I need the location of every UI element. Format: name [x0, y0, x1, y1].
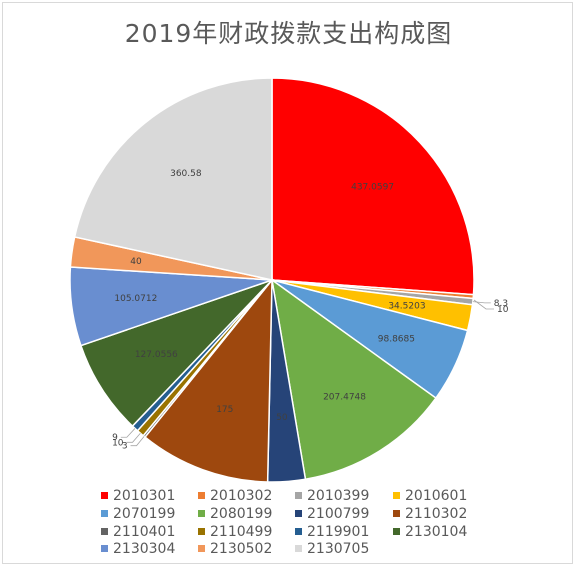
legend-item-2110499: 2110499 [198, 524, 272, 540]
legend-item-2100799: 2100799 [295, 506, 369, 522]
legend-label: 2119901 [307, 524, 369, 540]
leader-line-2010399 [472, 301, 491, 304]
legend-label: 2130502 [210, 541, 272, 557]
data-label-2130705: 360.58 [170, 169, 202, 179]
legend-label: 2010302 [210, 488, 272, 504]
legend-item-2130304: 2130304 [101, 541, 175, 557]
data-label-2110302: 175 [216, 405, 233, 415]
legend-item-2010302: 2010302 [198, 488, 272, 504]
data-label-2110401: 3 [122, 442, 128, 452]
leader-line-2119901 [120, 428, 136, 438]
legend-item-2010301: 2010301 [101, 488, 175, 504]
legend-swatch [295, 545, 302, 552]
legend-item-2110302: 2110302 [393, 506, 467, 522]
legend-swatch [101, 545, 108, 552]
pie-slice-2010301 [271, 77, 475, 296]
leader-line-2110401 [130, 436, 145, 447]
legend-label: 2070199 [113, 506, 175, 522]
legend-swatch [101, 528, 108, 535]
legend-label: 2110302 [405, 506, 467, 522]
legend-label: 2010301 [113, 488, 175, 504]
legend-swatch [295, 492, 302, 499]
legend-label: 2010601 [405, 488, 467, 504]
legend-swatch [295, 510, 302, 517]
legend-item-2130705: 2130705 [295, 541, 369, 557]
legend-item-2110401: 2110401 [101, 524, 175, 540]
legend-item-2010601: 2010601 [393, 488, 467, 504]
legend-label: 2110401 [113, 524, 175, 540]
data-label-2130104: 127.0556 [135, 350, 178, 360]
legend-swatch [393, 528, 400, 535]
data-label-2130304: 105.0712 [114, 294, 157, 304]
data-label-2119901: 9 [112, 433, 118, 443]
data-label-2110499: 10 [112, 438, 124, 448]
legend-item-2070199: 2070199 [101, 506, 175, 522]
pie-slices [69, 77, 475, 483]
legend-swatch [393, 510, 400, 517]
legend-item-2130502: 2130502 [198, 541, 272, 557]
legend-swatch [198, 510, 205, 517]
legend-label: 2110499 [210, 524, 272, 540]
legend-label: 2010399 [307, 488, 369, 504]
legend-swatch [101, 492, 108, 499]
leader-line-extra [473, 299, 494, 310]
legend-swatch [198, 492, 205, 499]
legend-label: 2130705 [307, 541, 369, 557]
pie-slice-2130705 [73, 77, 273, 281]
data-label-extra: 10 [497, 305, 509, 315]
legend-item-2130104: 2130104 [393, 524, 467, 540]
legend-label: 2130104 [405, 524, 467, 540]
legend-item-2010399: 2010399 [295, 488, 369, 504]
data-label-2130502: 40 [130, 257, 142, 267]
legend-swatch [393, 492, 400, 499]
legend-item-2119901: 2119901 [295, 524, 369, 540]
chart-frame [2, 2, 573, 564]
pie-data-labels: 437.05978.334.520398.8685207.47485017531… [112, 169, 509, 452]
data-label-2100799: 50 [276, 413, 288, 423]
legend-label: 2080199 [210, 506, 272, 522]
legend-swatch [198, 528, 205, 535]
legend-swatch [101, 510, 108, 517]
pie-slice-2080199 [270, 278, 437, 481]
legend-label: 2130304 [113, 541, 175, 557]
data-label-2010601: 34.5203 [388, 302, 425, 312]
legend-swatch [198, 545, 205, 552]
leader-line-2110499 [126, 432, 141, 443]
legend-swatch [295, 528, 302, 535]
data-label-2010399: 8.3 [494, 299, 508, 309]
legend: 2010301 2010302 2010399 2010601 2070199 20801… [101, 488, 467, 557]
legend-item-2080199: 2080199 [198, 506, 272, 522]
data-label-2010301: 437.0597 [351, 182, 394, 192]
legend-label: 2100799 [307, 506, 369, 522]
pie-slice-2130104 [79, 279, 273, 428]
data-label-2080199: 207.4748 [323, 393, 366, 403]
chart-title: 2019年财政拨款支出构成图 [124, 19, 453, 48]
data-label-2070199: 98.8685 [378, 334, 415, 344]
pie-slice-2110302 [143, 277, 273, 483]
